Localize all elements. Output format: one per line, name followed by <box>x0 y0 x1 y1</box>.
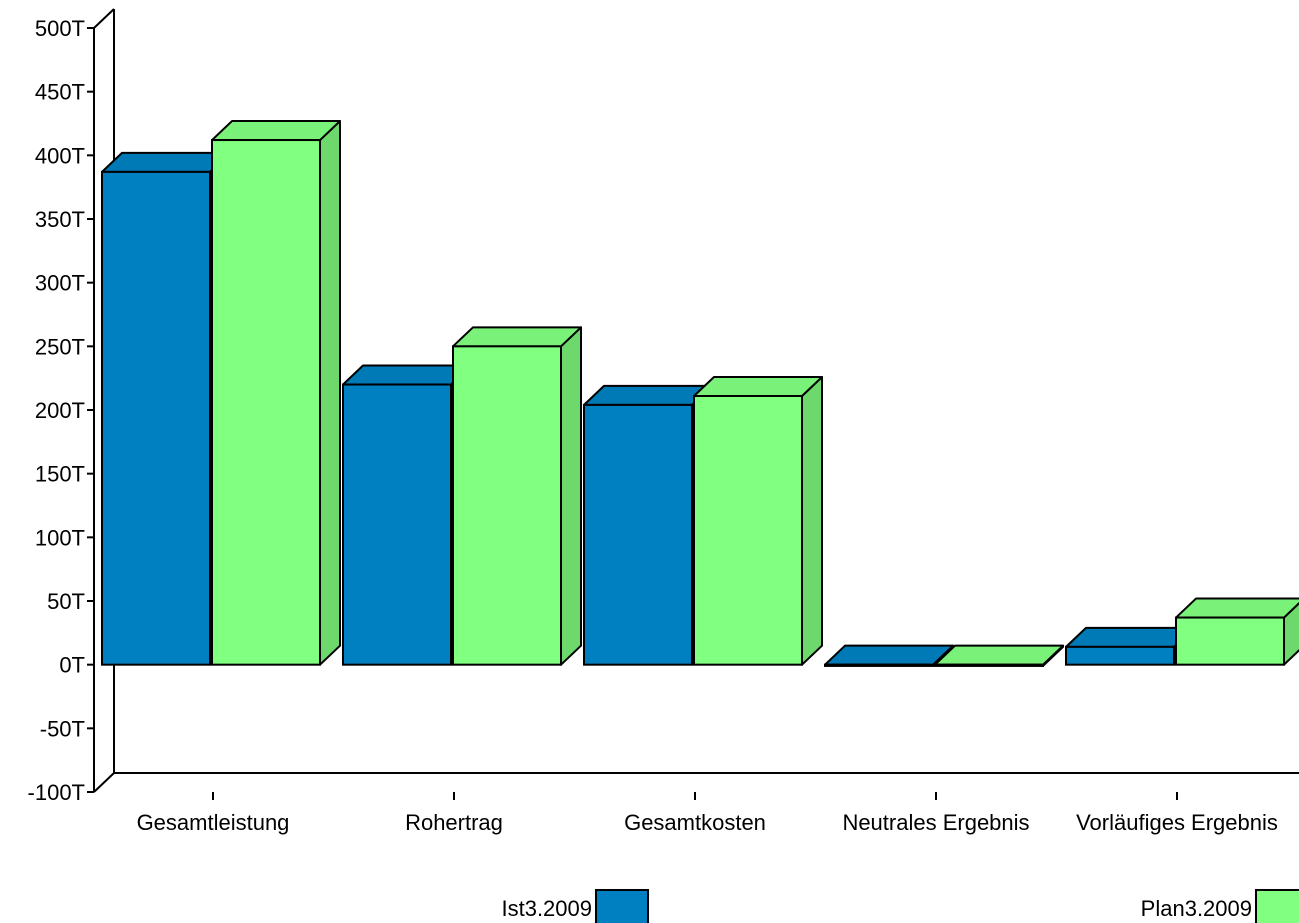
bar-side <box>319 120 341 666</box>
bar-front <box>211 139 321 666</box>
y-tick-label: -100T <box>28 780 85 805</box>
bar-front <box>934 663 1044 667</box>
bar-top <box>1065 626 1195 648</box>
legend-swatch <box>1255 889 1299 923</box>
y-tick-label: 400T <box>35 143 85 168</box>
bar-4-1 <box>1175 597 1299 666</box>
bar-front <box>1065 645 1175 666</box>
x-axis-labels: Gesamtleistung Rohertrag Gesamtkosten Neutr… <box>137 792 1278 835</box>
y-tick-label: 350T <box>35 207 85 232</box>
bar-front <box>101 170 211 666</box>
bar-front <box>1175 616 1285 666</box>
bar-top <box>342 364 472 386</box>
bar-top <box>693 375 823 397</box>
legend-label: Plan3.2009 <box>1141 896 1252 921</box>
y-tick-label: -50T <box>40 716 85 741</box>
bar-top <box>211 120 341 142</box>
y-tick-label: 450T <box>35 80 85 105</box>
y-tick-label: 200T <box>35 398 85 423</box>
bar-side <box>801 375 823 666</box>
x-category-label: Rohertrag <box>405 810 503 835</box>
bar-top <box>101 151 231 173</box>
y-tick-label: 300T <box>35 271 85 296</box>
bars <box>101 120 1299 667</box>
bar-4-0 <box>1065 626 1195 666</box>
y-tick-label: 0T <box>59 653 85 678</box>
y-tick-label: 100T <box>35 525 85 550</box>
legend-swatch <box>595 889 649 923</box>
bar-0-0 <box>101 151 231 666</box>
x-category-label: Neutrales Ergebnis <box>842 810 1029 835</box>
bar-3-1 <box>934 644 1064 667</box>
y-tick-label: 50T <box>47 589 85 614</box>
bottom-depth-edge <box>93 772 115 793</box>
bar-top <box>452 326 582 348</box>
bar-front <box>342 383 452 666</box>
y-tick-label: 150T <box>35 462 85 487</box>
x-category-label: Gesamtkosten <box>624 810 766 835</box>
bar-0-1 <box>211 120 341 666</box>
bar-top <box>824 644 954 666</box>
bar-front <box>452 345 562 666</box>
x-category-label: Gesamtleistung <box>137 810 290 835</box>
bar-1-0 <box>342 364 472 666</box>
bar-3-0 <box>824 644 954 667</box>
bar-side <box>560 326 582 666</box>
top-depth-edge <box>93 8 115 29</box>
bar-1-1 <box>452 326 582 666</box>
legend-label: Ist3.2009 <box>501 896 592 921</box>
bar-front <box>693 394 803 666</box>
bar-front <box>583 403 693 666</box>
legend: Ist3.2009 Plan3.2009 <box>501 889 1299 923</box>
bar-top <box>1175 597 1299 619</box>
x-category-label: Vorläufiges Ergebnis <box>1076 810 1278 835</box>
bar-top <box>934 644 1064 666</box>
bar-front <box>824 663 934 667</box>
bar-2-1 <box>693 375 823 666</box>
y-tick-label: 500T <box>35 16 85 41</box>
bar-top <box>583 384 713 406</box>
y-tick-label: 250T <box>35 334 85 359</box>
bar-2-0 <box>583 384 713 666</box>
y-axis-ticks: 500T 450T 400T 350T 300T 250T 200T 150T 100T 50T 0… <box>28 16 94 805</box>
